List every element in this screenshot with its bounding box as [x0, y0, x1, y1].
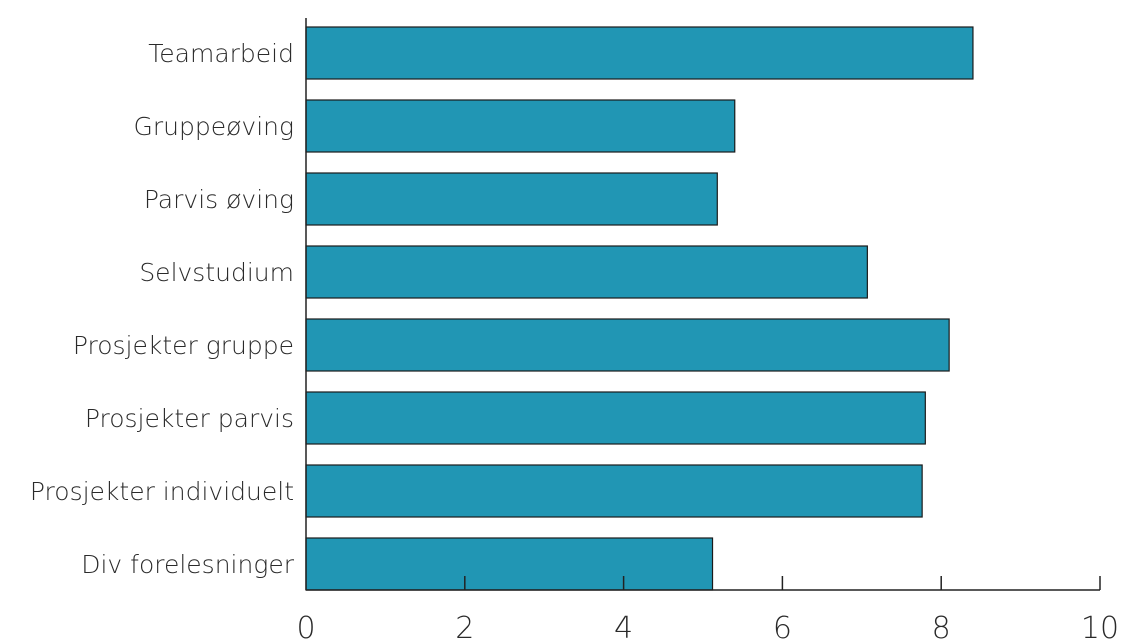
bar-5: [305, 391, 926, 445]
category-label-3: Selvstudium: [139, 258, 294, 287]
bar-2: [305, 172, 718, 226]
x-tick-label-2: 4: [614, 611, 633, 644]
x-tick-label-3: 6: [773, 611, 792, 644]
bar-7: [305, 537, 714, 591]
x-tick-label-0: 0: [296, 611, 315, 644]
category-label-0: Teamarbeid: [148, 39, 294, 68]
category-label-7: Div forelesninger: [81, 550, 295, 579]
category-label-6: Prosjekter individuelt: [30, 477, 294, 506]
category-labels: Teamarbeid Gruppeøving Parvis øving Selvstu…: [30, 39, 295, 579]
x-tick-label-4: 8: [932, 611, 951, 644]
x-tick-label-5: 10: [1081, 611, 1119, 644]
x-tick-label-1: 2: [455, 611, 474, 644]
category-label-2: Parvis øving: [144, 185, 294, 214]
bar-6: [305, 464, 923, 518]
x-axis-ticks: [464, 576, 1101, 590]
x-axis-tick-labels: 0 2 4 6 8 10: [296, 611, 1119, 644]
category-label-1: Gruppeøving: [134, 112, 295, 141]
category-label-5: Prosjekter parvis: [85, 404, 294, 433]
bar-0: [305, 26, 974, 80]
bars-group: [305, 26, 974, 591]
bar-3: [305, 245, 868, 299]
bar-4: [305, 318, 950, 372]
bar-1: [305, 99, 736, 153]
category-label-4: Prosjekter gruppe: [73, 331, 294, 360]
